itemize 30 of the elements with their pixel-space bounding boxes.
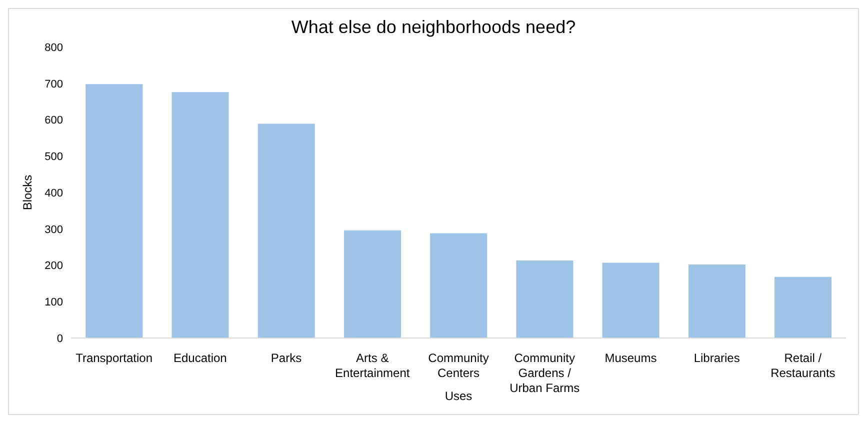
x-tick-label: Museums xyxy=(604,351,657,365)
chart-title: What else do neighborhoods need? xyxy=(290,17,577,38)
x-tick-label: Transportation xyxy=(76,351,153,365)
bar xyxy=(344,230,401,338)
y-tick-label: 300 xyxy=(44,224,63,236)
bar xyxy=(86,84,143,338)
bar xyxy=(602,262,660,338)
x-tick-label: Retail / Restaurants xyxy=(770,351,836,380)
x-tick-label: Libraries xyxy=(694,351,740,365)
y-tick-label: 500 xyxy=(44,151,63,164)
y-tick-label: 800 xyxy=(44,42,63,54)
x-tick-label: Parks xyxy=(270,351,302,365)
x-tick-label: Community Gardens / Urban Farms xyxy=(510,351,580,395)
y-axis-title: Blocks xyxy=(20,174,34,210)
y-tick-label: 400 xyxy=(44,187,63,200)
x-tick-label: Community Centers xyxy=(428,351,489,380)
bar xyxy=(516,260,574,338)
bar xyxy=(774,276,832,338)
bar xyxy=(172,92,229,338)
x-tick-label: Education xyxy=(173,351,227,365)
bar xyxy=(258,124,315,338)
y-tick-label: 700 xyxy=(44,78,63,90)
y-tick-label: 0 xyxy=(56,332,63,345)
x-tick-label: Arts & Entertainment xyxy=(335,351,410,380)
bar xyxy=(688,264,746,338)
y-tick-label: 200 xyxy=(44,260,63,272)
bar xyxy=(430,233,488,338)
y-tick-label: 100 xyxy=(44,296,63,309)
y-tick-label: 600 xyxy=(44,114,63,127)
x-axis-title: Uses xyxy=(444,389,472,403)
